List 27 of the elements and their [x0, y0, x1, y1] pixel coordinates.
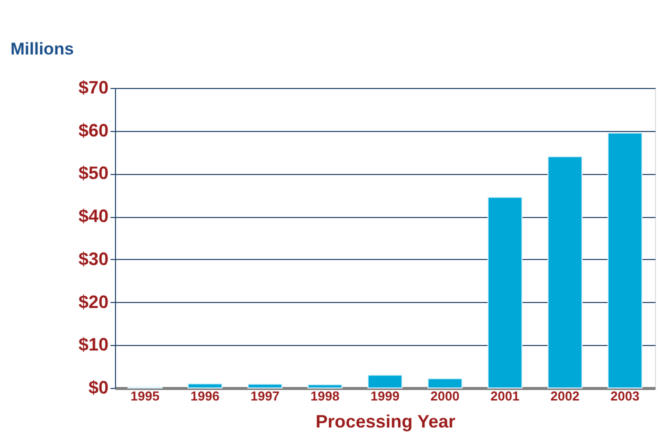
- x-tick-label: 1996: [190, 388, 220, 404]
- x-tick-label: 2002: [550, 388, 580, 404]
- x-tick-label: 1997: [250, 388, 280, 404]
- y-tick-label: $40: [78, 206, 108, 226]
- x-tick-label: 2003: [610, 388, 640, 404]
- bar: [308, 384, 342, 388]
- y-tick-label: $60: [78, 120, 108, 140]
- y-axis-title: Millions: [10, 40, 74, 58]
- bar: [188, 383, 222, 388]
- y-tick-label: $20: [78, 292, 108, 312]
- bar: [548, 156, 582, 388]
- x-axis-title: Processing Year: [316, 412, 456, 432]
- bar: [608, 132, 642, 388]
- y-tick-label: $10: [78, 334, 108, 355]
- bar: [368, 374, 402, 388]
- bar: [488, 196, 522, 388]
- x-tick-label: 2000: [430, 388, 460, 404]
- x-tick-label: 2001: [490, 388, 520, 404]
- y-tick-label: $0: [88, 378, 108, 398]
- x-tick-label: 1998: [310, 388, 340, 404]
- bar: [428, 378, 462, 388]
- bar: [248, 384, 282, 388]
- y-tick-label: $70: [78, 78, 108, 98]
- y-tick-label: $50: [78, 163, 108, 184]
- x-tick-label: 1995: [130, 388, 160, 404]
- y-tick-label: $30: [78, 248, 108, 269]
- x-tick-label: 1999: [370, 388, 400, 404]
